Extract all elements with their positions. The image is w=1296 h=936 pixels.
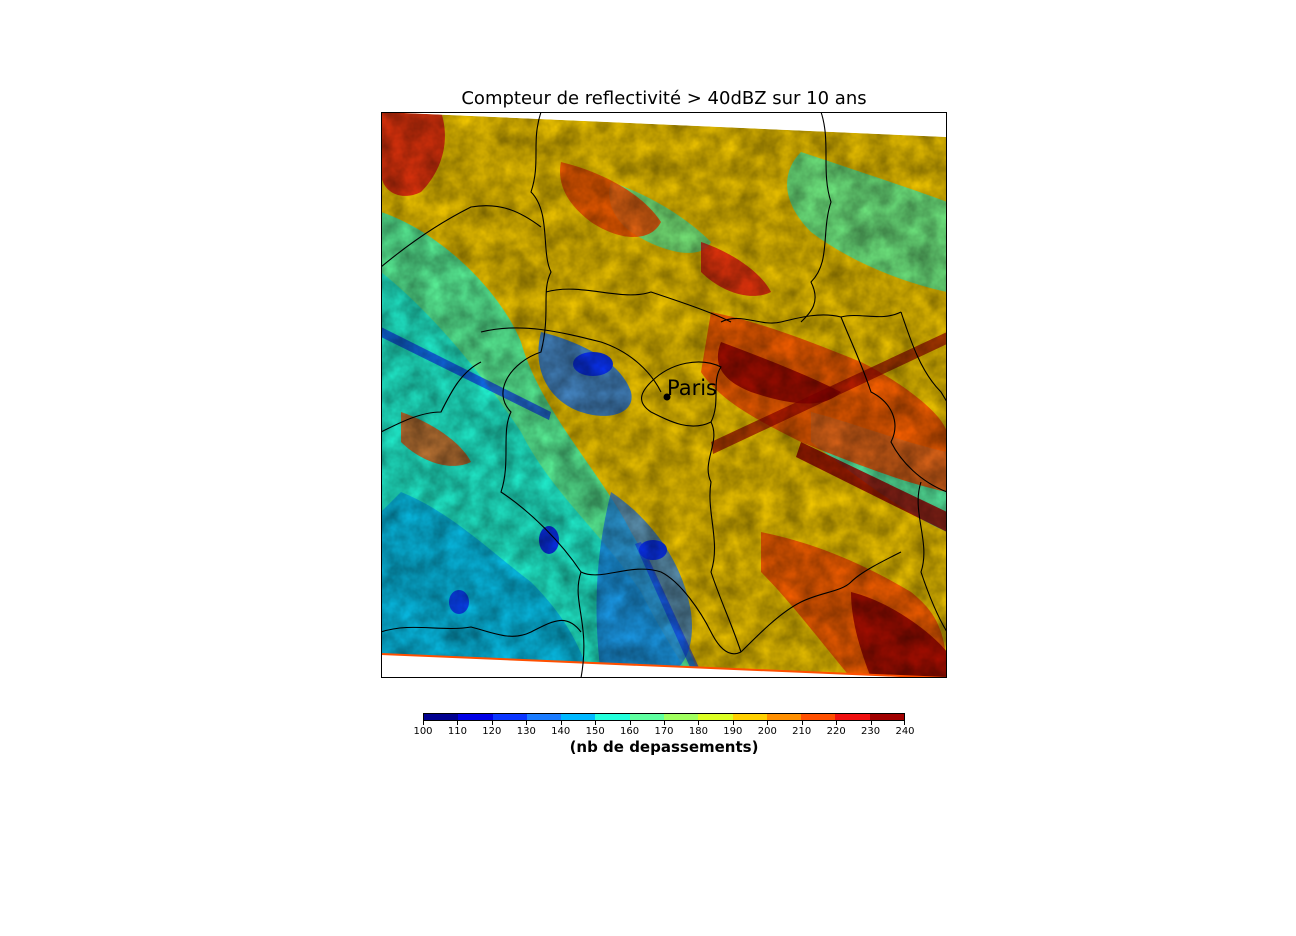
border-2 bbox=[381, 205, 542, 268]
colorbar-tick-label: 240 bbox=[895, 726, 915, 737]
colorbar-swatch bbox=[801, 714, 836, 720]
colorbar-tick-label: 160 bbox=[620, 726, 640, 737]
colorbar-swatch bbox=[629, 714, 664, 720]
border-4 bbox=[381, 619, 582, 637]
colorbar-tick-label: 110 bbox=[447, 726, 467, 737]
colorbar-tick-label: 230 bbox=[861, 726, 881, 737]
colorbar-tick bbox=[801, 721, 803, 725]
colorbar-tick-label: 200 bbox=[757, 726, 777, 737]
field-texture bbox=[381, 112, 947, 678]
colorbar-swatch bbox=[766, 714, 802, 720]
colorbar-swatch bbox=[458, 714, 493, 720]
border-11 bbox=[840, 316, 947, 493]
colorbar-tick bbox=[836, 721, 838, 725]
colorbar-swatch bbox=[698, 714, 733, 720]
border-10 bbox=[800, 112, 832, 323]
no-data-top bbox=[381, 112, 947, 137]
colorbar-tick-label: 100 bbox=[413, 726, 433, 737]
colorbar-swatch bbox=[732, 714, 767, 720]
city-label: Paris bbox=[667, 376, 717, 400]
colorbar-swatch bbox=[561, 714, 596, 720]
border-5 bbox=[545, 288, 732, 323]
colorbar-tick bbox=[870, 721, 872, 725]
colorbar-tick bbox=[595, 721, 597, 725]
colorbar-swatch bbox=[424, 714, 459, 720]
paris-marker bbox=[663, 393, 671, 401]
colorbar-tick bbox=[560, 721, 562, 725]
colorbar-tick bbox=[526, 721, 528, 725]
border-9 bbox=[707, 421, 742, 653]
colorbar-ticks: 100 110 120 130 140 150 160 170 180 190 200 210 220 2… bbox=[413, 721, 915, 737]
colorbar-tick-label: 140 bbox=[551, 726, 571, 737]
colorbar-tick bbox=[732, 721, 734, 725]
colorbar-tick-label: 170 bbox=[654, 726, 674, 737]
colorbar-tick bbox=[664, 721, 665, 725]
department-borders bbox=[381, 112, 947, 678]
colorbar-tick bbox=[767, 721, 769, 725]
colorbar-swatch bbox=[492, 714, 527, 720]
colorbar-tick bbox=[904, 721, 905, 725]
border-1 bbox=[500, 112, 585, 678]
colorbar-tick-label: 190 bbox=[723, 726, 743, 737]
colorbar-tick-label: 180 bbox=[688, 726, 708, 737]
border-12 bbox=[740, 551, 902, 653]
colorbar-tick-label: 130 bbox=[516, 726, 536, 737]
colorbar-tick-label: 120 bbox=[482, 726, 502, 737]
colorbar-label: (nb de depassements) bbox=[569, 738, 759, 756]
colorbar-tick bbox=[457, 721, 459, 725]
colorbar-tick bbox=[629, 721, 631, 725]
border-13 bbox=[580, 568, 742, 655]
border-15 bbox=[917, 481, 947, 633]
colorbar-tick-label: 210 bbox=[792, 726, 812, 737]
colorbar-tick-label: 220 bbox=[826, 726, 846, 737]
reflectivity-map: Paris bbox=[381, 112, 947, 678]
border-3 bbox=[381, 361, 482, 433]
border-14 bbox=[900, 311, 947, 403]
colorbar-swatch bbox=[595, 714, 630, 720]
colorbar-tick-label: 150 bbox=[585, 726, 605, 737]
border-6 bbox=[480, 327, 662, 393]
map-title: Compteur de reflectivité > 40dBZ sur 10 … bbox=[461, 88, 867, 109]
colorbar-tick bbox=[698, 721, 700, 725]
colorbar-swatch bbox=[835, 714, 870, 720]
colorbar bbox=[423, 713, 905, 721]
colorbar-tick bbox=[423, 721, 424, 725]
colorbar-swatch bbox=[869, 714, 904, 720]
colorbar-swatch bbox=[526, 714, 562, 720]
border-7 bbox=[641, 361, 722, 427]
border-8 bbox=[720, 311, 902, 324]
map-border bbox=[381, 112, 947, 678]
colorbar-swatch bbox=[663, 714, 699, 720]
colorbar-tick bbox=[491, 721, 493, 725]
